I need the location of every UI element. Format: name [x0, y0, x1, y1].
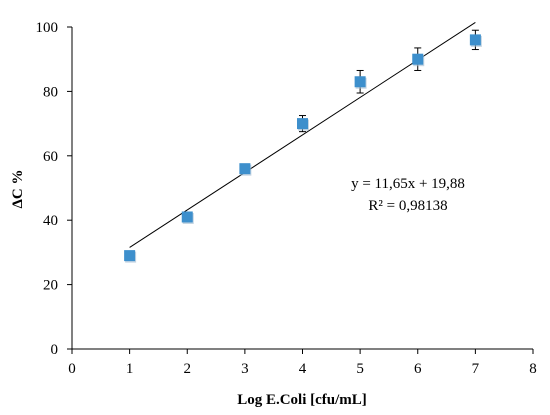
y-tick-label: 20: [43, 278, 58, 294]
x-axis-title: Log E.Coli [cfu/mL]: [237, 392, 367, 408]
y-ticks: 0 20 40 60 80 100: [36, 20, 72, 358]
data-points: [124, 34, 482, 263]
x-ticks: 0 1 2 3 4 5 6 7 8: [68, 349, 537, 377]
x-tick-label: 0: [68, 361, 76, 377]
data-point: [354, 76, 366, 88]
y-tick-label: 0: [51, 342, 59, 358]
x-tick-label: 2: [184, 361, 192, 377]
r-squared-label: R² = 0,98138: [368, 198, 447, 214]
x-tick-label: 8: [529, 361, 537, 377]
x-tick-label: 5: [356, 361, 364, 377]
data-point: [297, 118, 308, 130]
x-tick-label: 7: [472, 361, 480, 377]
data-point: [469, 34, 481, 46]
y-tick-label: 40: [43, 213, 58, 229]
x-tick-label: 6: [414, 361, 422, 377]
y-tick-label: 80: [43, 84, 58, 100]
data-point: [124, 250, 136, 262]
x-tick-label: 1: [126, 361, 134, 377]
x-tick-label: 4: [299, 361, 307, 377]
y-tick-label: 100: [36, 20, 59, 36]
x-tick-label: 3: [241, 361, 249, 377]
data-point: [239, 163, 251, 175]
y-tick-label: 60: [43, 149, 58, 165]
data-point: [412, 53, 424, 65]
trendline-equation: y = 11,65x + 19,88: [351, 176, 465, 192]
y-axis-title: ΔC %: [10, 170, 26, 209]
data-point: [181, 211, 193, 223]
